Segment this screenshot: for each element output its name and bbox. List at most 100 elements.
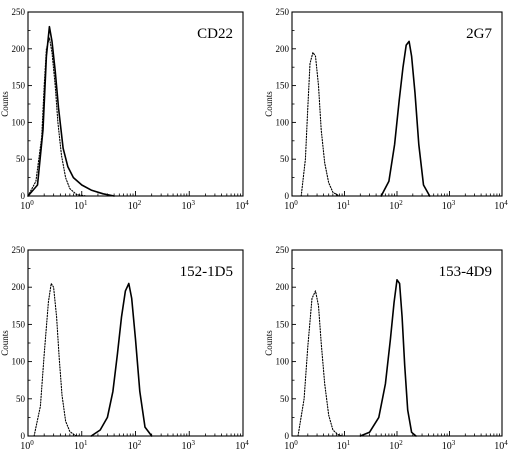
x-tick-exponent: 2 xyxy=(138,199,142,207)
y-tick-label: 200 xyxy=(12,44,26,54)
y-tick-label: 150 xyxy=(12,319,26,329)
panel-title: CD22 xyxy=(197,26,233,42)
x-tick-exponent: 0 xyxy=(30,199,34,207)
x-tick-label: 104 xyxy=(494,439,508,452)
x-tick-base: 10 xyxy=(182,441,192,452)
y-tick-label: 200 xyxy=(276,282,290,292)
stained-histogram-solid xyxy=(90,282,153,437)
x-tick-label: 101 xyxy=(74,199,88,212)
panel-title: 152-1D5 xyxy=(180,264,233,280)
x-tick-exponent: 2 xyxy=(399,199,403,207)
panel-title: 153-4D9 xyxy=(439,264,492,280)
x-tick-exponent: 1 xyxy=(84,439,88,447)
x-tick-base: 10 xyxy=(235,201,245,212)
x-tick-label: 100 xyxy=(284,199,298,212)
control-histogram-dotted xyxy=(300,51,340,197)
y-tick-label: 200 xyxy=(12,282,26,292)
x-tick-base: 10 xyxy=(128,441,138,452)
x-tick-base: 10 xyxy=(442,201,452,212)
x-tick-exponent: 3 xyxy=(452,199,456,207)
x-tick-label: 103 xyxy=(442,199,456,212)
stained-histogram-solid xyxy=(380,40,431,197)
y-axis-label: Counts xyxy=(0,91,10,117)
y-tick-label: 0 xyxy=(285,191,290,201)
y-tick-label: 150 xyxy=(12,81,26,91)
x-tick-label: 102 xyxy=(128,199,142,212)
x-tick-label: 104 xyxy=(494,199,508,212)
x-tick-exponent: 3 xyxy=(192,439,196,447)
x-tick-label: 101 xyxy=(74,439,88,452)
x-tick-base: 10 xyxy=(20,201,30,212)
x-tick-base: 10 xyxy=(337,441,347,452)
x-tick-base: 10 xyxy=(494,201,504,212)
x-tick-exponent: 1 xyxy=(84,199,88,207)
x-tick-exponent: 1 xyxy=(347,439,351,447)
x-tick-exponent: 1 xyxy=(347,199,351,207)
y-tick-label: 250 xyxy=(12,7,26,17)
control-histogram-dotted xyxy=(27,37,87,197)
x-tick-base: 10 xyxy=(442,441,452,452)
x-tick-label: 104 xyxy=(235,439,249,452)
x-tick-label: 101 xyxy=(337,199,351,212)
x-tick-base: 10 xyxy=(389,201,399,212)
histogram-panel-4: 100 101 102 103 104050100150200250Counts153-… xyxy=(264,245,508,452)
x-tick-exponent: 3 xyxy=(452,439,456,447)
y-tick-label: 50 xyxy=(280,394,290,404)
y-tick-label: 250 xyxy=(276,245,290,255)
x-tick-base: 10 xyxy=(337,201,347,212)
y-axis-label: Counts xyxy=(0,330,10,356)
x-tick-base: 10 xyxy=(74,441,84,452)
y-tick-label: 150 xyxy=(276,319,290,329)
x-tick-exponent: 0 xyxy=(294,439,298,447)
y-tick-label: 100 xyxy=(12,357,26,367)
x-tick-base: 10 xyxy=(235,441,245,452)
control-histogram-dotted xyxy=(297,290,343,437)
x-tick-label: 104 xyxy=(235,199,249,212)
y-tick-label: 50 xyxy=(16,154,26,164)
x-tick-exponent: 4 xyxy=(504,439,508,447)
x-tick-base: 10 xyxy=(284,441,294,452)
x-tick-base: 10 xyxy=(20,441,30,452)
y-tick-label: 0 xyxy=(21,431,26,441)
y-tick-label: 200 xyxy=(276,44,290,54)
y-axis-label: Counts xyxy=(264,91,274,117)
x-tick-base: 10 xyxy=(182,201,192,212)
x-tick-exponent: 4 xyxy=(504,199,508,207)
x-tick-exponent: 2 xyxy=(138,439,142,447)
x-tick-exponent: 0 xyxy=(294,199,298,207)
y-tick-label: 250 xyxy=(276,7,290,17)
stained-histogram-solid xyxy=(359,278,417,437)
y-tick-label: 50 xyxy=(16,394,26,404)
y-tick-label: 100 xyxy=(276,357,290,367)
x-tick-base: 10 xyxy=(284,201,294,212)
y-tick-label: 0 xyxy=(21,191,26,201)
y-tick-label: 100 xyxy=(12,117,26,127)
y-tick-label: 0 xyxy=(285,431,290,441)
y-tick-label: 50 xyxy=(280,154,290,164)
x-tick-label: 101 xyxy=(337,439,351,452)
x-tick-label: 102 xyxy=(128,439,142,452)
x-tick-label: 100 xyxy=(20,439,34,452)
x-tick-label: 103 xyxy=(182,439,196,452)
x-tick-label: 103 xyxy=(442,439,456,452)
x-tick-base: 10 xyxy=(128,201,138,212)
x-tick-base: 10 xyxy=(494,441,504,452)
x-tick-label: 102 xyxy=(389,439,403,452)
y-tick-label: 150 xyxy=(276,81,290,91)
x-tick-exponent: 4 xyxy=(245,199,249,207)
x-tick-exponent: 2 xyxy=(399,439,403,447)
x-tick-label: 102 xyxy=(389,199,403,212)
panel-title: 2G7 xyxy=(466,26,492,42)
stained-histogram-solid xyxy=(27,25,115,197)
x-tick-label: 100 xyxy=(284,439,298,452)
x-tick-base: 10 xyxy=(389,441,399,452)
x-tick-label: 100 xyxy=(20,199,34,212)
x-tick-exponent: 3 xyxy=(192,199,196,207)
x-tick-exponent: 0 xyxy=(30,439,34,447)
y-tick-label: 250 xyxy=(12,245,26,255)
y-tick-label: 100 xyxy=(276,117,290,127)
x-tick-base: 10 xyxy=(74,201,84,212)
